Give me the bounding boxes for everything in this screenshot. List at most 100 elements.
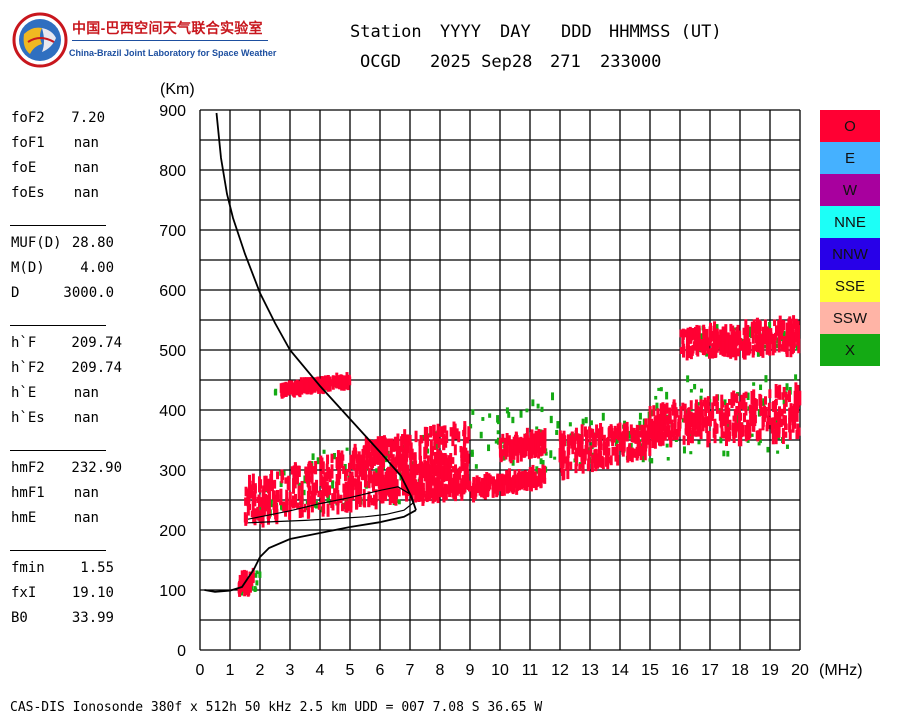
echo-point (664, 416, 668, 423)
echo-point (535, 426, 539, 430)
echo-point (609, 425, 613, 436)
echo-point (670, 419, 674, 433)
echo-point (374, 472, 378, 487)
echo-point (742, 403, 746, 411)
echo-point (308, 485, 312, 495)
echo-point (632, 448, 636, 458)
echo-point (740, 395, 744, 410)
echo-point (498, 474, 502, 486)
echo-point (672, 399, 676, 415)
echo-point (529, 468, 533, 477)
echo-point (734, 426, 738, 433)
echo-point (359, 454, 363, 467)
echo-point (410, 489, 414, 501)
echo-point (613, 425, 617, 434)
echo-point (727, 398, 731, 406)
echo-point (248, 579, 252, 593)
echo-point (518, 479, 522, 488)
echo-point (368, 495, 372, 503)
echo-point (355, 478, 359, 495)
header-date-value: 2025 Sep28 (430, 52, 533, 72)
echo-point (238, 574, 242, 585)
echo-point (488, 474, 492, 484)
param-value-b0: 33.99 (71, 610, 114, 626)
echo-point (578, 463, 582, 472)
echo-point (358, 481, 362, 495)
x-tick-label: 4 (316, 662, 325, 679)
param-label-he: h`E (11, 385, 37, 401)
echo-point (581, 418, 585, 426)
echo-point (515, 474, 519, 483)
echo-point (644, 418, 648, 428)
echo-point (794, 329, 798, 339)
echo-point (402, 460, 406, 473)
param-label-md: M(D) (11, 260, 45, 276)
logo-english-text: China-Brazil Joint Laboratory for Space … (69, 48, 277, 58)
echo-point (746, 325, 750, 340)
echo-point (373, 494, 377, 506)
echo-point (742, 412, 746, 423)
header-station-label: Station (350, 22, 422, 42)
echo-point (404, 472, 408, 489)
echo-point (660, 420, 664, 430)
echo-point (648, 406, 652, 419)
echo-point (420, 472, 424, 489)
echo-point (761, 407, 765, 422)
echo-point (657, 387, 661, 391)
echo-point (573, 436, 577, 450)
echo-point (296, 465, 300, 473)
echo-point (521, 438, 525, 453)
echo-point (372, 451, 376, 466)
echo-point (611, 431, 615, 447)
echo-point (470, 449, 474, 455)
echo-point (605, 437, 609, 445)
echo-point (248, 474, 252, 489)
echo-point (328, 376, 332, 392)
echo-point (566, 455, 570, 466)
echo-point (697, 440, 701, 445)
echo-point (281, 471, 285, 480)
echo-point (505, 482, 509, 494)
echo-point (666, 457, 670, 461)
param-label-d: D (11, 285, 20, 301)
echo-point (455, 480, 459, 496)
echo-point (375, 468, 379, 474)
echo-point (560, 468, 564, 476)
param-label-hmf2: hmF2 (11, 460, 45, 476)
echo-point (705, 352, 709, 357)
logo-divider (72, 40, 268, 41)
echo-point (331, 480, 335, 484)
echo-point (636, 441, 640, 449)
echo-point (443, 425, 447, 433)
echo-point (775, 325, 779, 336)
echo-point (666, 420, 670, 430)
echo-point (291, 499, 295, 507)
echo-point (735, 326, 739, 335)
echo-point (787, 332, 791, 347)
echo-point (647, 432, 651, 445)
echo-point (605, 457, 609, 467)
echo-point (408, 473, 412, 487)
echo-point (790, 345, 794, 355)
x-tick-label: 7 (406, 662, 415, 679)
echo-point (647, 418, 651, 434)
echo-point (630, 427, 634, 443)
y-tick-label: 700 (159, 223, 186, 240)
echo-point (773, 399, 777, 413)
echo-point (785, 444, 789, 449)
echo-point (524, 433, 528, 442)
echo-point (745, 340, 749, 356)
echo-point (758, 438, 762, 444)
echo-point (504, 439, 508, 450)
echo-point (682, 435, 686, 445)
echo-point (692, 416, 696, 431)
echo-point (703, 346, 707, 356)
echo-point (305, 382, 309, 395)
echo-point (462, 478, 466, 486)
echo-point (597, 429, 601, 446)
echo-point (583, 450, 587, 461)
echo-point (287, 478, 291, 491)
echo-point (330, 379, 334, 387)
chart-grid (199, 109, 801, 651)
